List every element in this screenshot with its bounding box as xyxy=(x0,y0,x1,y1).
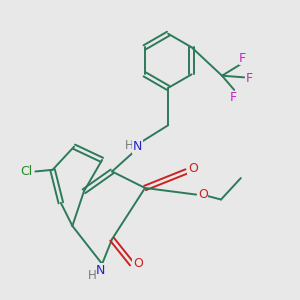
Text: F: F xyxy=(230,91,237,104)
Text: O: O xyxy=(188,162,198,175)
Text: N: N xyxy=(96,264,105,277)
Text: H: H xyxy=(88,269,97,282)
Text: N: N xyxy=(133,140,142,153)
Text: F: F xyxy=(239,52,246,65)
Text: H: H xyxy=(125,139,134,152)
Text: F: F xyxy=(245,73,253,85)
Text: O: O xyxy=(198,188,208,201)
Text: O: O xyxy=(133,257,143,270)
Text: Cl: Cl xyxy=(20,165,32,178)
